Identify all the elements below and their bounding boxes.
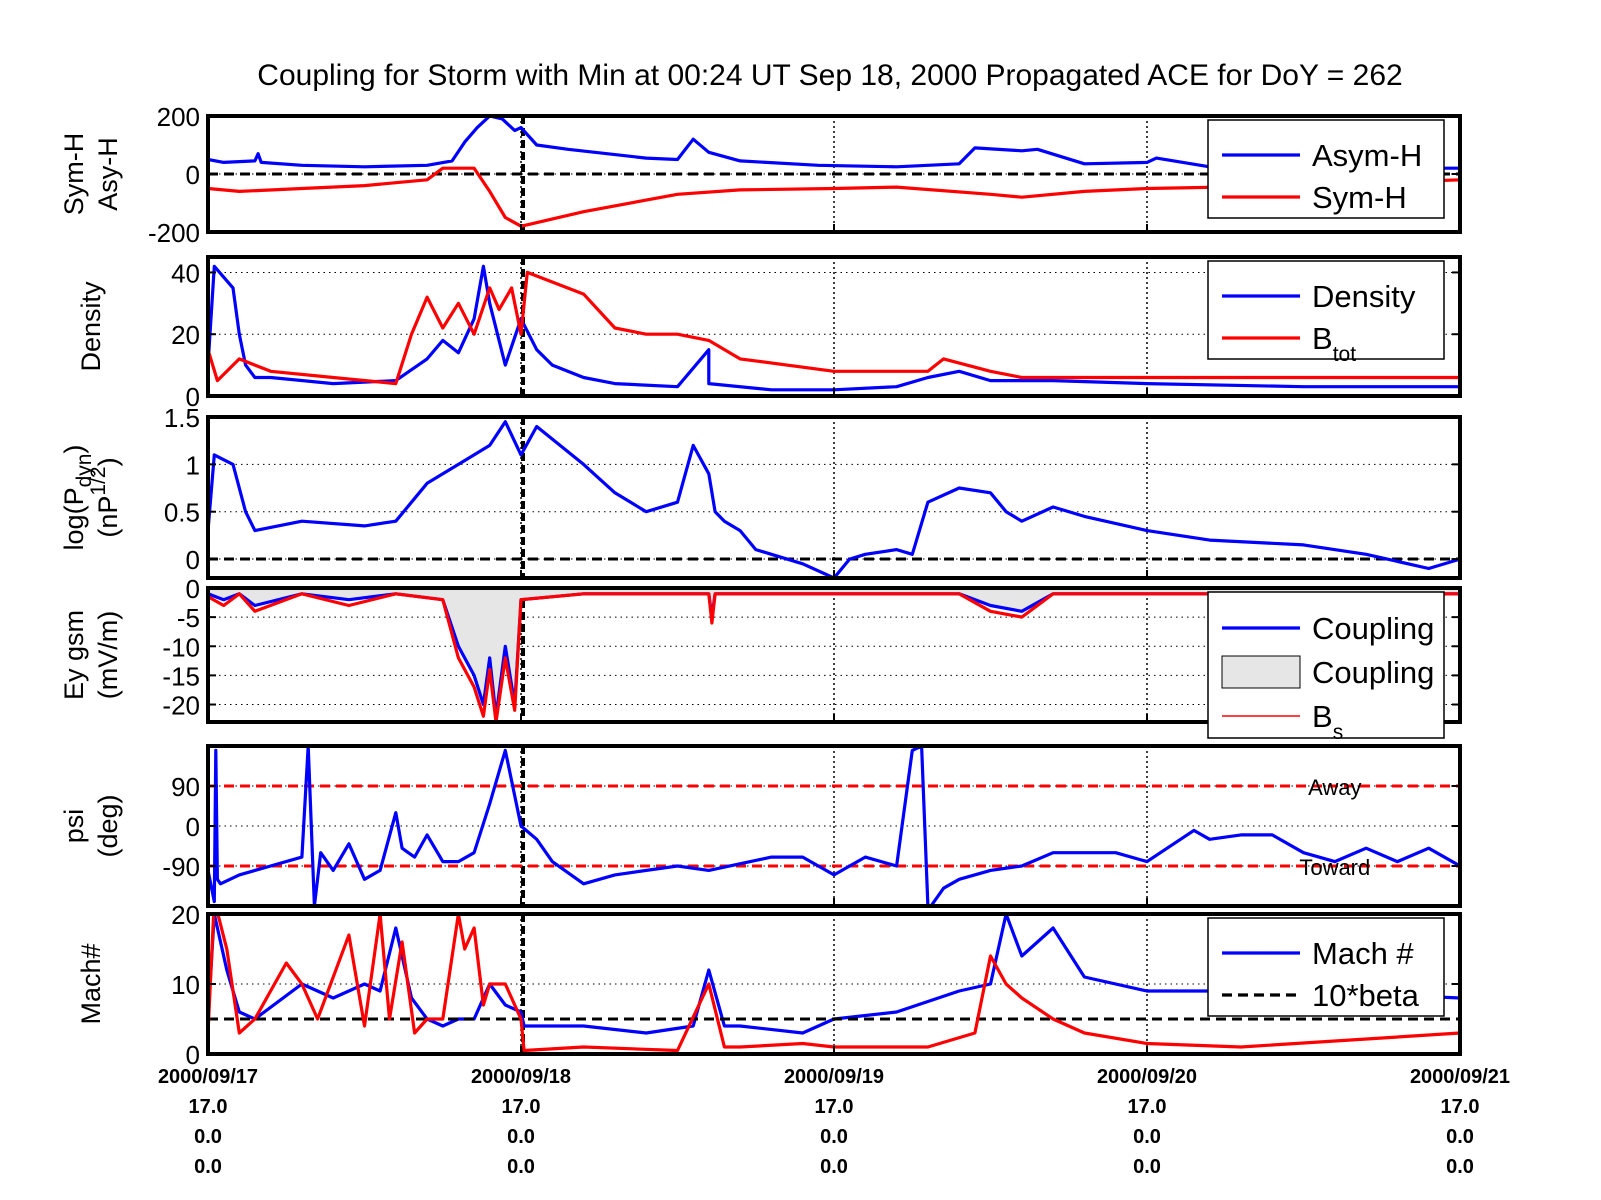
y-tick-label: -5 bbox=[177, 603, 200, 633]
y-axis-label-superscript: 1/2 bbox=[87, 466, 110, 495]
x-tick-label: 0.0 bbox=[507, 1156, 535, 1178]
series-line-asym-h bbox=[208, 116, 1460, 170]
plot-area bbox=[208, 914, 1460, 1053]
ey-gsm-panel: 0-5-10-15-20 Ey gsm (mV/m) Coupling Coupling… bbox=[59, 574, 1462, 744]
annotation-label: Away bbox=[1308, 775, 1361, 800]
figure-title: Coupling for Storm with Min at 00:24 UT … bbox=[257, 59, 1402, 92]
x-tick-label: 17.0 bbox=[189, 1096, 228, 1118]
y-tick-label: 90 bbox=[171, 772, 200, 802]
mach-panel: 20 10 0 Mach# Mach # 10*beta bbox=[76, 900, 1462, 1070]
x-tick-label: 0.0 bbox=[1133, 1156, 1161, 1178]
legend-label: Sym-H bbox=[1312, 180, 1407, 215]
x-tick-label: 17.0 bbox=[1128, 1096, 1167, 1118]
y-axis-label: Mach# bbox=[76, 943, 106, 1024]
plot-area bbox=[208, 588, 1460, 722]
x-tick-label: 2000/09/20 bbox=[1097, 1066, 1197, 1088]
y-axis-label-close: ) bbox=[93, 457, 123, 466]
y-tick-label: 10 bbox=[171, 970, 200, 1000]
y-axis-label: psi bbox=[59, 809, 89, 844]
x-tick-label: 17.0 bbox=[815, 1096, 854, 1118]
y-tick-label: 0 bbox=[186, 574, 200, 604]
y-tick-label: 0 bbox=[186, 812, 200, 842]
y-axis-label: log(Pdyn) bbox=[59, 445, 96, 551]
y-tick-label: -200 bbox=[148, 218, 200, 248]
y-tick-label: -10 bbox=[162, 632, 200, 662]
y-axis-label: (deg) bbox=[93, 794, 123, 857]
y-tick-label: 20 bbox=[171, 900, 200, 930]
x-tick-label: 0.0 bbox=[1446, 1126, 1474, 1148]
y-tick-label: -90 bbox=[162, 852, 200, 882]
x-tick-label: 0.0 bbox=[1133, 1126, 1161, 1148]
legend-swatch bbox=[1221, 655, 1301, 689]
plot-area bbox=[208, 746, 1460, 906]
y-tick-label: -15 bbox=[162, 661, 200, 691]
annotation-label: Toward bbox=[1299, 855, 1370, 880]
x-tick-label: 2000/09/17 bbox=[158, 1066, 258, 1088]
legend-label-subscript: tot bbox=[1333, 343, 1357, 366]
plot-area bbox=[208, 420, 1460, 578]
plot-area bbox=[208, 264, 1460, 392]
y-tick-label: 0 bbox=[186, 1040, 200, 1070]
series-line-unnamed-0 bbox=[208, 420, 1460, 578]
legend-label: 10*beta bbox=[1312, 978, 1420, 1013]
y-tick-label: 40 bbox=[171, 258, 200, 288]
y-axis-label: Sym-H bbox=[59, 133, 89, 216]
y-tick-label: -20 bbox=[162, 691, 200, 721]
series-line-sym-h bbox=[208, 166, 1460, 228]
legend-label-subscript: s bbox=[1333, 721, 1344, 744]
pdyn-panel: 1.5 1 0.5 0 log(Pdyn)(nP1/2) bbox=[59, 403, 1462, 580]
x-tick-label: 0.0 bbox=[507, 1126, 535, 1148]
x-tick-label: 0.0 bbox=[1446, 1156, 1474, 1178]
series-line-unnamed-0 bbox=[208, 746, 1460, 906]
y-tick-label: 1.5 bbox=[164, 403, 200, 433]
y-axis-label-subscript: dyn bbox=[73, 454, 96, 488]
series-line-density bbox=[208, 264, 1460, 392]
y-tick-label: 0 bbox=[186, 545, 200, 575]
x-tick-label: 0.0 bbox=[194, 1156, 222, 1178]
x-axis-labels: 2000/09/17 17.0 0.0 0.0 2000/09/18 17.0 0.0 0.0… bbox=[158, 1066, 1510, 1178]
legend-box bbox=[1207, 917, 1445, 1017]
psi-panel: Away Toward 90 0 -90 psi (deg) bbox=[59, 744, 1462, 908]
y-tick-label: 0 bbox=[186, 160, 200, 190]
y-axis-label: Density bbox=[76, 281, 106, 372]
x-tick-label: 17.0 bbox=[502, 1096, 541, 1118]
series-line-b bbox=[208, 270, 1460, 386]
x-tick-label: 0.0 bbox=[820, 1126, 848, 1148]
legend-label: Coupling bbox=[1312, 655, 1434, 690]
x-tick-label: 2000/09/21 bbox=[1410, 1066, 1510, 1088]
x-tick-label: 0.0 bbox=[820, 1156, 848, 1178]
y-axis-label: Asy-H bbox=[93, 137, 123, 211]
y-tick-label: 1 bbox=[186, 450, 200, 480]
series-line-mach- bbox=[208, 914, 1460, 1035]
legend-label: Coupling bbox=[1312, 611, 1434, 646]
legend-label: Density bbox=[1312, 279, 1416, 314]
y-tick-label: 200 bbox=[157, 102, 200, 132]
x-tick-label: 0.0 bbox=[194, 1126, 222, 1148]
legend-box bbox=[1207, 260, 1445, 360]
y-tick-label: 0 bbox=[186, 382, 200, 412]
legend-box bbox=[1207, 119, 1445, 219]
legend-label: Asym-H bbox=[1312, 138, 1422, 173]
y-axis-label-close: ) bbox=[59, 445, 89, 454]
y-axis-label: (nP1/2) bbox=[87, 457, 123, 537]
series-line-unnamed-2 bbox=[208, 914, 1460, 1053]
series-line-b bbox=[208, 592, 1460, 722]
y-axis-label: Ey gsm bbox=[59, 610, 89, 700]
x-tick-label: 17.0 bbox=[1441, 1096, 1480, 1118]
x-tick-label: 2000/09/18 bbox=[471, 1066, 571, 1088]
x-tick-label: 2000/09/19 bbox=[784, 1066, 884, 1088]
y-tick-label: 20 bbox=[171, 320, 200, 350]
y-axis-label: (mV/m) bbox=[93, 611, 123, 699]
legend-label: Mach # bbox=[1312, 936, 1414, 971]
y-tick-label: 0.5 bbox=[164, 498, 200, 528]
